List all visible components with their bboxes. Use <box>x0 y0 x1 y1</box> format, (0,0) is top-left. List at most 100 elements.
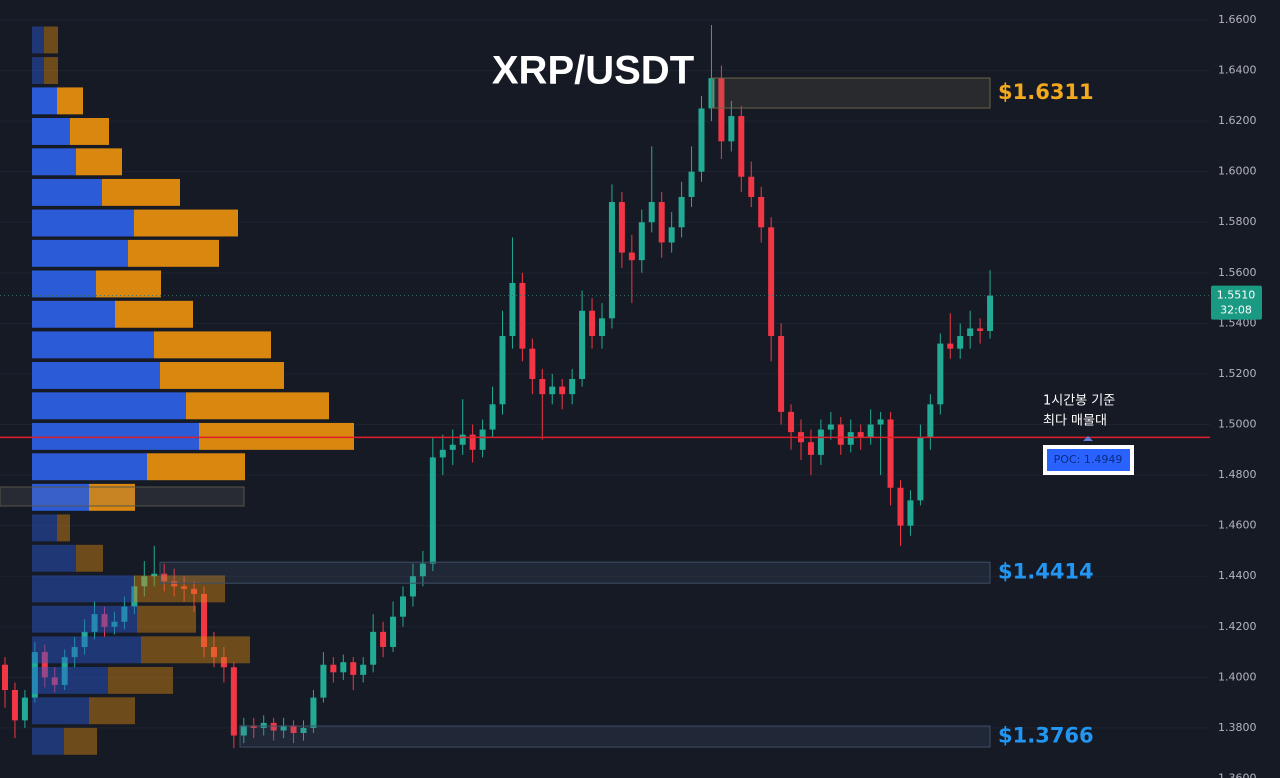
profile-sell <box>147 453 245 481</box>
y-tick-label: 1.4600 <box>1218 519 1257 532</box>
candle-body <box>569 379 576 395</box>
profile-sell <box>115 300 193 328</box>
profile-sell <box>186 392 329 420</box>
profile-sell <box>57 87 83 115</box>
candle-body <box>827 424 834 430</box>
candle-body <box>708 78 715 109</box>
candle-body <box>977 328 984 331</box>
candle-body <box>778 336 785 412</box>
candle-body <box>21 697 28 721</box>
candle-body <box>469 434 476 450</box>
y-tick-label: 1.4000 <box>1218 670 1257 683</box>
profile-buy <box>32 239 128 267</box>
y-tick-label: 1.4400 <box>1218 569 1257 582</box>
profile-buy <box>32 666 108 694</box>
candle-body <box>161 573 168 582</box>
profile-sell <box>44 26 58 54</box>
candle-body <box>519 282 526 349</box>
candle-body <box>479 429 486 450</box>
profile-buy <box>32 331 154 359</box>
last-price-tag <box>1211 285 1262 320</box>
profile-buy <box>32 392 186 420</box>
candle-body <box>549 386 556 395</box>
candle-body <box>280 725 287 731</box>
candle-body <box>887 419 894 488</box>
candle-body <box>2 664 8 691</box>
candle-body <box>937 343 944 405</box>
candle-body <box>817 429 824 455</box>
candle-body <box>121 606 128 622</box>
candle-body <box>648 202 655 223</box>
candle-body <box>171 581 178 587</box>
candle-body <box>111 621 118 627</box>
candle-body <box>758 196 765 228</box>
candle-body <box>439 449 446 458</box>
candle-body <box>867 424 874 438</box>
candle-body <box>738 116 745 177</box>
candle-body <box>51 677 58 685</box>
candle-body <box>907 500 914 526</box>
candle-body <box>300 727 307 733</box>
y-tick-label: 1.3800 <box>1218 721 1257 734</box>
candle-body <box>698 108 705 172</box>
candle-body <box>71 647 78 658</box>
zone-label: $1.3766 <box>998 724 1094 748</box>
candle-body <box>927 404 934 438</box>
profile-buy <box>32 453 147 481</box>
y-tick-label: 1.4200 <box>1218 620 1257 633</box>
candle-body <box>101 614 108 627</box>
countdown: 32:08 <box>1220 304 1252 317</box>
y-tick-label: 1.5600 <box>1218 266 1257 279</box>
candle-body <box>837 424 844 445</box>
profile-buy <box>32 178 102 206</box>
profile-sell <box>76 544 103 572</box>
profile-buy <box>32 270 96 298</box>
price-zone <box>239 725 991 748</box>
candle-body <box>201 593 207 648</box>
candle-body <box>91 614 98 632</box>
profile-sell <box>102 178 180 206</box>
candle-body <box>857 432 864 438</box>
candle-body <box>380 631 387 648</box>
poc-label: POC: 1.4949 <box>1054 453 1123 466</box>
candle-body <box>728 116 735 142</box>
candle-body <box>509 282 516 337</box>
y-tick-label: 1.5800 <box>1218 215 1257 228</box>
candle-body <box>141 576 148 587</box>
candle-body <box>81 631 88 648</box>
profile-buy <box>32 26 44 54</box>
candle-body <box>658 202 665 243</box>
candle-body <box>788 411 795 433</box>
candle-body <box>449 444 456 450</box>
annotation: 1시간봉 기준 <box>1043 394 1115 409</box>
profile-sell <box>70 118 109 145</box>
profile-buy <box>32 148 76 176</box>
zone-label: $1.6311 <box>998 80 1094 104</box>
price-zone <box>711 77 991 109</box>
y-tick-label: 1.6400 <box>1218 64 1257 77</box>
candle-body <box>768 227 775 337</box>
y-tick-label: 1.6600 <box>1218 13 1257 26</box>
candle-body <box>847 432 854 445</box>
candle-body <box>11 690 18 721</box>
range-box <box>0 486 245 507</box>
profile-buy <box>32 422 199 450</box>
candle-body <box>210 647 217 658</box>
candle-body <box>409 576 416 597</box>
profile-sell <box>137 605 196 633</box>
candle-body <box>41 652 48 678</box>
profile-buy <box>32 697 89 725</box>
candle-body <box>917 437 924 501</box>
candle-body <box>807 442 814 455</box>
candle-body <box>230 667 237 736</box>
profile-sell <box>134 209 238 237</box>
candle-body <box>240 725 247 736</box>
candle-body <box>638 222 645 261</box>
candle-body <box>400 596 406 617</box>
profile-buy <box>32 605 137 633</box>
candle-body <box>539 379 546 395</box>
candle-body <box>250 725 257 728</box>
candle-body <box>320 664 327 698</box>
candle-body <box>967 328 974 337</box>
